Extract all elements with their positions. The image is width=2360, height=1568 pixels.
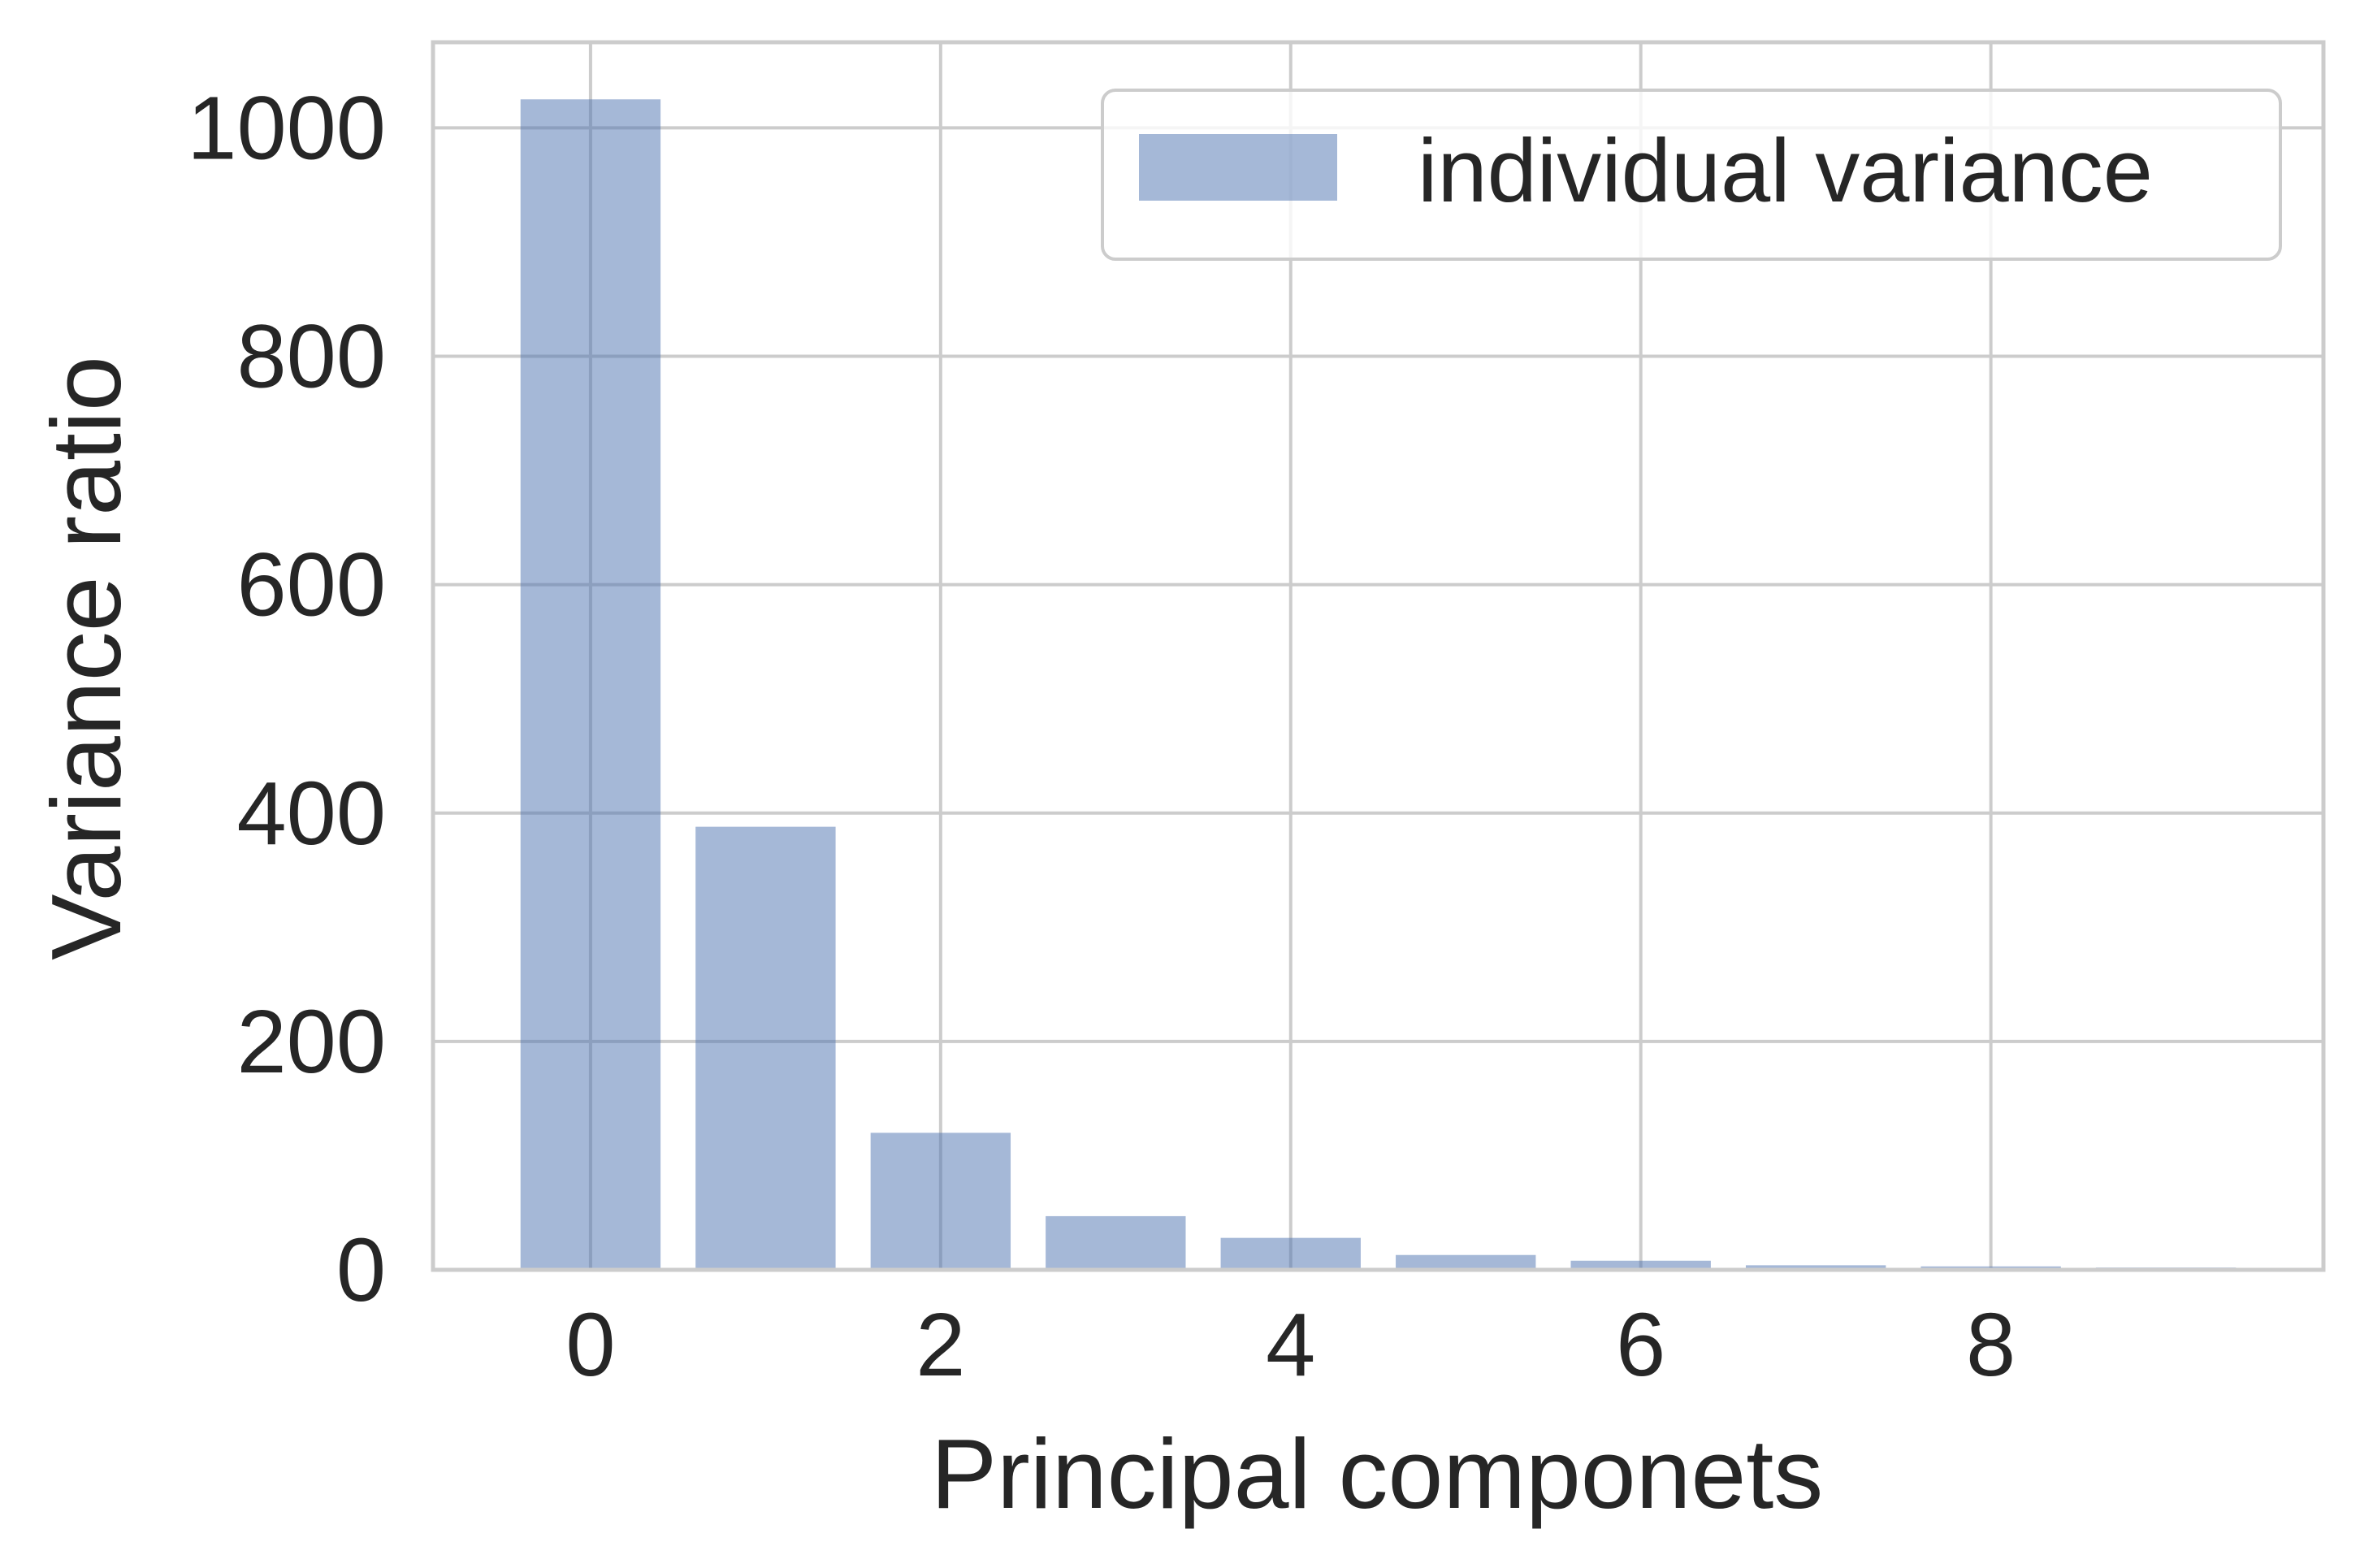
x-tick-label: 8 (1966, 1295, 2016, 1395)
x-tick-label: 4 (1266, 1295, 1315, 1395)
x-tick-label: 0 (565, 1295, 615, 1395)
legend-box (1101, 89, 2282, 261)
bar (1220, 1237, 1361, 1270)
bar (1745, 1265, 1886, 1270)
bars (520, 99, 2237, 1271)
legend-swatch (1139, 134, 1337, 201)
plot-border (431, 40, 2326, 1272)
y-tick-label: 600 (236, 535, 386, 635)
legend-label: individual variance (1418, 121, 2153, 221)
tick-labels: 0 200 400 600 800 1000 0 2 4 6 8 (187, 78, 2016, 1395)
y-tick-label: 0 (336, 1220, 386, 1320)
y-tick-label: 400 (236, 764, 386, 864)
bar (1046, 1215, 1186, 1270)
y-tick-label: 1000 (187, 78, 386, 178)
y-tick-label: 200 (236, 992, 386, 1092)
bar (520, 99, 661, 1271)
x-tick-label: 6 (1616, 1295, 1665, 1395)
bar (695, 826, 836, 1270)
bar (1570, 1260, 1711, 1270)
y-axis-title: Variance ratio (31, 356, 141, 960)
bar (870, 1133, 1011, 1270)
x-tick-label: 2 (916, 1295, 965, 1395)
plot-frame (431, 40, 2326, 1272)
bar (1396, 1254, 1536, 1270)
x-axis-title: Principal componets (931, 1419, 1824, 1529)
legend: individual variance (1101, 89, 2282, 261)
y-tick-label: 800 (236, 307, 386, 407)
